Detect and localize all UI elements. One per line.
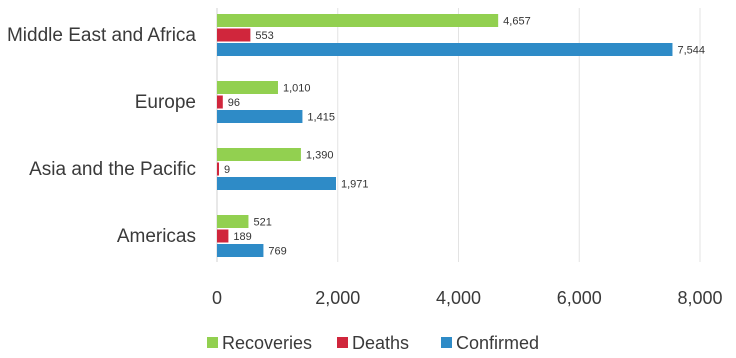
data-label-recoveries-2: 1,390 — [306, 150, 334, 162]
bar-recoveries-2 — [217, 148, 301, 161]
data-labels: 4,657 553 7,544 1,010 96 1,415 1,390 9 1,971 5211… — [224, 16, 705, 258]
category-label-1: Europe — [135, 92, 196, 113]
category-label-0: Middle East and Africa — [7, 25, 196, 46]
bar-confirmed-0 — [217, 43, 673, 56]
tick-label-8000: 8,000 — [677, 288, 722, 308]
data-label-recoveries-0: 4,657 — [503, 16, 531, 28]
data-label-confirmed-1: 1,415 — [307, 112, 335, 124]
bar-confirmed-3 — [217, 244, 264, 257]
tick-label-6000: 6,000 — [557, 288, 602, 308]
category-label-2: Asia and the Pacific — [29, 159, 196, 180]
x-axis-ticks: 0 2,000 4,000 6,000 8,000 — [212, 288, 723, 308]
data-label-deaths-1: 96 — [228, 97, 240, 109]
data-label-confirmed-3: 769 — [268, 246, 286, 258]
legend-swatch-confirmed — [441, 337, 452, 348]
bar-confirmed-1 — [217, 110, 303, 123]
category-labels: Middle East and Africa Europe Asia and the… — [7, 25, 196, 247]
legend-label-recoveries: Recoveries — [222, 333, 312, 353]
bars — [217, 14, 673, 257]
bar-confirmed-2 — [217, 177, 336, 190]
bar-deaths-3 — [217, 229, 229, 243]
bar-recoveries-3 — [217, 215, 249, 228]
data-label-recoveries-3: 521 — [253, 217, 271, 229]
legend-swatch-deaths — [337, 337, 348, 348]
data-label-deaths-2: 9 — [224, 164, 230, 176]
data-label-confirmed-0: 7,544 — [677, 45, 705, 57]
bar-deaths-2 — [217, 162, 219, 176]
legend-label-confirmed: Confirmed — [456, 333, 539, 353]
legend-label-deaths: Deaths — [352, 333, 409, 353]
legend-swatch-recoveries — [207, 337, 218, 348]
bar-recoveries-0 — [217, 14, 499, 27]
tick-label-0: 0 — [212, 288, 222, 308]
data-label-deaths-0: 553 — [255, 30, 273, 42]
data-label-deaths-3: 189 — [233, 231, 251, 243]
data-label-confirmed-2: 1,971 — [341, 179, 369, 191]
data-label-recoveries-1: 1,010 — [283, 83, 311, 95]
bar-recoveries-1 — [217, 81, 278, 94]
tick-label-4000: 4,000 — [436, 288, 481, 308]
tick-label-2000: 2,000 — [315, 288, 360, 308]
bar-deaths-0 — [217, 28, 251, 42]
legend: Recoveries Deaths Confirmed — [207, 333, 539, 353]
category-label-3: Americas — [117, 226, 196, 247]
bar-deaths-1 — [217, 95, 223, 109]
